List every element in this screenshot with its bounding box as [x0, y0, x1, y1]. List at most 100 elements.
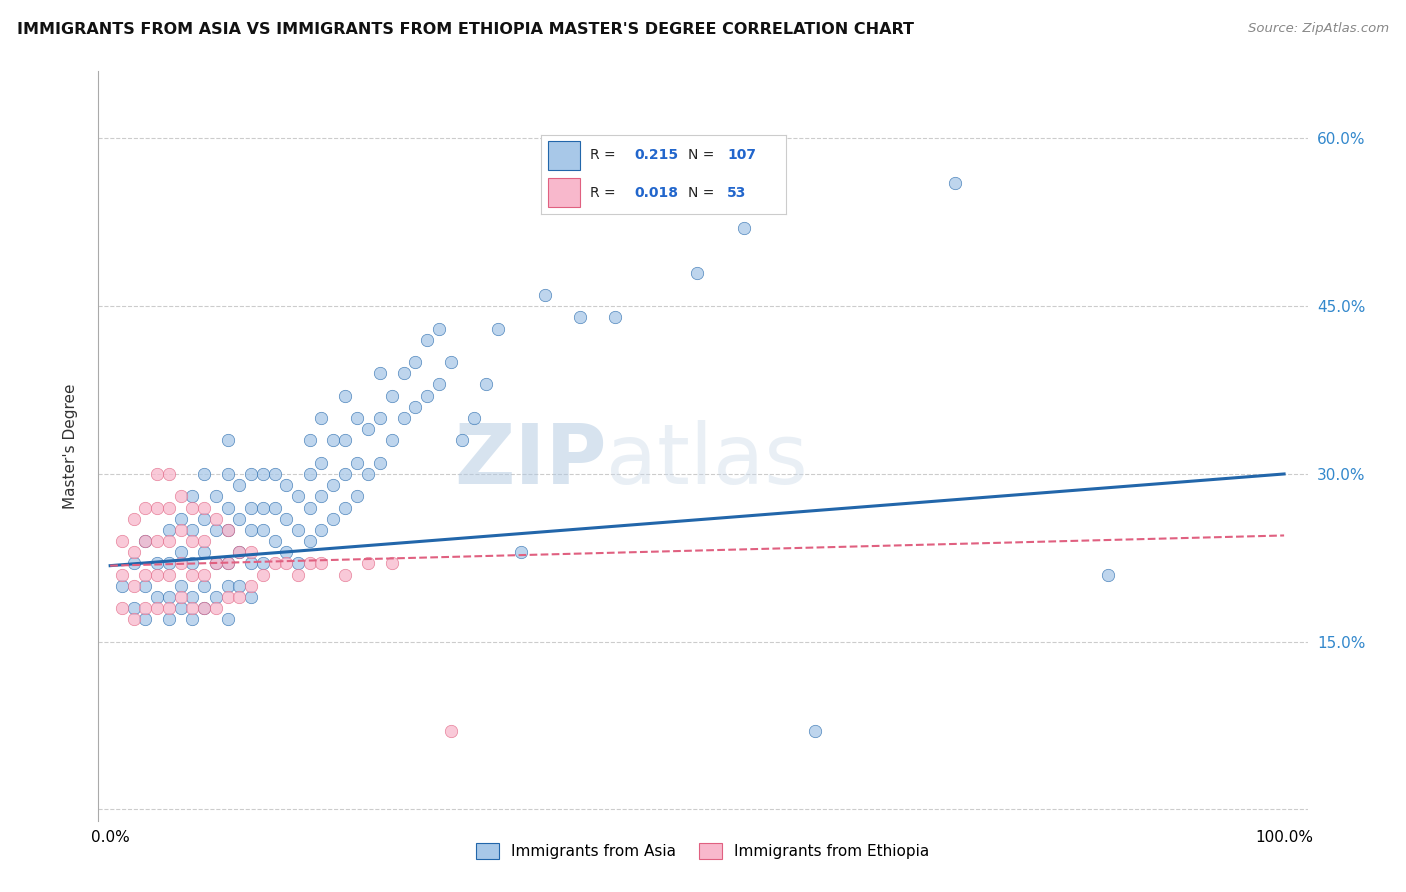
Point: [146, 590, 169, 604]
Point: [169, 545, 191, 559]
Point: [240, 545, 263, 559]
Point: [181, 500, 204, 515]
Point: [146, 534, 169, 549]
Point: [439, 355, 461, 369]
Point: [204, 601, 226, 615]
Text: 0.215: 0.215: [634, 148, 678, 162]
FancyBboxPatch shape: [548, 141, 581, 170]
Point: [134, 601, 156, 615]
Point: [181, 489, 204, 503]
Text: R =: R =: [591, 186, 616, 200]
Point: [122, 612, 145, 626]
Point: [157, 612, 180, 626]
Point: [217, 590, 239, 604]
Point: [427, 377, 450, 392]
Point: [322, 511, 344, 525]
Point: [240, 590, 263, 604]
Point: [439, 724, 461, 739]
Point: [134, 534, 156, 549]
Point: [193, 567, 215, 582]
Point: [157, 500, 180, 515]
Text: R =: R =: [591, 148, 616, 162]
Point: [945, 176, 967, 190]
Point: [228, 511, 250, 525]
Point: [240, 467, 263, 481]
Point: [311, 456, 333, 470]
Legend: Immigrants from Asia, Immigrants from Ethiopia: Immigrants from Asia, Immigrants from Et…: [470, 838, 936, 865]
Point: [181, 601, 204, 615]
Text: 53: 53: [727, 186, 747, 200]
Point: [122, 557, 145, 571]
Point: [217, 557, 239, 571]
Point: [217, 467, 239, 481]
Point: [193, 579, 215, 593]
Point: [368, 367, 391, 381]
Point: [157, 557, 180, 571]
Point: [204, 557, 226, 571]
Point: [228, 545, 250, 559]
Point: [404, 355, 426, 369]
Text: ZIP: ZIP: [454, 420, 606, 501]
Point: [298, 557, 321, 571]
Point: [169, 511, 191, 525]
Point: [346, 411, 368, 425]
Point: [157, 534, 180, 549]
Point: [122, 579, 145, 593]
Point: [181, 557, 204, 571]
Point: [217, 612, 239, 626]
Point: [263, 534, 285, 549]
Point: [193, 467, 215, 481]
Point: [204, 590, 226, 604]
Point: [193, 500, 215, 515]
Point: [568, 310, 591, 325]
Point: [217, 557, 239, 571]
Point: [322, 478, 344, 492]
Point: [240, 579, 263, 593]
Point: [204, 511, 226, 525]
Text: atlas: atlas: [606, 420, 808, 501]
Point: [686, 266, 709, 280]
Point: [733, 221, 755, 235]
Point: [157, 590, 180, 604]
Point: [157, 467, 180, 481]
Point: [228, 478, 250, 492]
Point: [252, 557, 274, 571]
Point: [157, 601, 180, 615]
Point: [404, 400, 426, 414]
Point: [368, 456, 391, 470]
Point: [333, 500, 356, 515]
Point: [204, 489, 226, 503]
Point: [111, 567, 134, 582]
Point: [357, 422, 380, 436]
Text: Source: ZipAtlas.com: Source: ZipAtlas.com: [1249, 22, 1389, 36]
Point: [263, 467, 285, 481]
Point: [181, 523, 204, 537]
Point: [276, 511, 298, 525]
Point: [346, 456, 368, 470]
Point: [1097, 567, 1119, 582]
Point: [603, 310, 626, 325]
Point: [333, 434, 356, 448]
Point: [240, 523, 263, 537]
Text: IMMIGRANTS FROM ASIA VS IMMIGRANTS FROM ETHIOPIA MASTER'S DEGREE CORRELATION CHA: IMMIGRANTS FROM ASIA VS IMMIGRANTS FROM …: [17, 22, 914, 37]
Point: [263, 557, 285, 571]
Point: [311, 489, 333, 503]
Point: [381, 389, 404, 403]
Point: [381, 557, 404, 571]
Point: [157, 567, 180, 582]
Point: [463, 411, 485, 425]
Point: [134, 579, 156, 593]
Point: [228, 545, 250, 559]
Point: [193, 601, 215, 615]
Point: [169, 523, 191, 537]
Point: [475, 377, 498, 392]
Point: [204, 523, 226, 537]
Point: [146, 601, 169, 615]
Point: [276, 545, 298, 559]
Point: [193, 545, 215, 559]
Point: [381, 434, 404, 448]
Point: [392, 411, 415, 425]
Point: [311, 523, 333, 537]
Point: [333, 389, 356, 403]
Point: [263, 500, 285, 515]
